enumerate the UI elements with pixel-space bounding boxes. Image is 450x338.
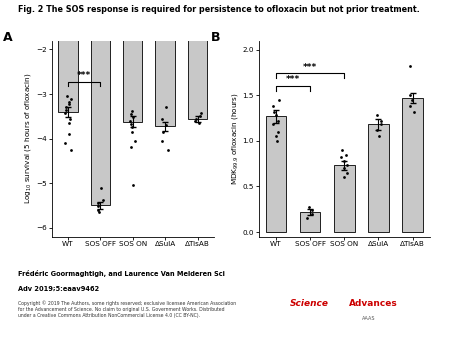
Point bbox=[128, 125, 135, 130]
Text: B: B bbox=[211, 31, 220, 44]
Point bbox=[308, 211, 315, 217]
Text: ***: *** bbox=[77, 71, 91, 80]
Text: Frédéric Goormaghtigh, and Laurence Van Melderen Sci: Frédéric Goormaghtigh, and Laurence Van … bbox=[18, 270, 225, 277]
Point bbox=[158, 116, 166, 121]
Point bbox=[406, 93, 414, 98]
Text: Advances: Advances bbox=[349, 299, 397, 308]
Point bbox=[339, 147, 346, 153]
Point bbox=[344, 170, 351, 175]
Bar bbox=[368, 124, 389, 232]
Point bbox=[62, 107, 69, 112]
Point bbox=[274, 138, 281, 144]
Point bbox=[159, 138, 166, 144]
Point bbox=[409, 97, 416, 102]
Y-axis label: MDK$_{99.9}$ ofloxacin (hours): MDK$_{99.9}$ ofloxacin (hours) bbox=[230, 92, 239, 185]
Point bbox=[66, 99, 73, 105]
Point bbox=[271, 109, 278, 114]
Point bbox=[303, 216, 310, 221]
Point bbox=[68, 147, 75, 152]
Point bbox=[127, 145, 135, 150]
Bar bbox=[123, 0, 143, 122]
Text: Adv 2019;5:eaav9462: Adv 2019;5:eaav9462 bbox=[18, 286, 99, 292]
Point bbox=[410, 109, 417, 114]
Point bbox=[275, 97, 283, 102]
Point bbox=[99, 197, 106, 203]
Text: Copyright © 2019 The Authors, some rights reserved; exclusive licensee American : Copyright © 2019 The Authors, some right… bbox=[18, 301, 236, 318]
Point bbox=[131, 138, 138, 144]
Point bbox=[308, 208, 315, 213]
Point bbox=[66, 131, 73, 137]
Point bbox=[129, 108, 136, 114]
Point bbox=[95, 210, 103, 215]
Bar bbox=[188, 0, 207, 119]
Point bbox=[407, 64, 414, 69]
Point bbox=[191, 118, 198, 123]
Point bbox=[65, 120, 72, 126]
Point bbox=[159, 129, 166, 135]
Bar bbox=[58, 0, 78, 112]
Point bbox=[67, 97, 74, 102]
Text: ***: *** bbox=[286, 75, 300, 84]
Point bbox=[269, 122, 276, 127]
Point bbox=[374, 127, 381, 132]
Point bbox=[129, 183, 136, 188]
Bar bbox=[300, 212, 320, 232]
Y-axis label: Log$_{10}$ survival (5 hours of ofloxacin): Log$_{10}$ survival (5 hours of ofloxaci… bbox=[23, 73, 33, 204]
Point bbox=[65, 101, 72, 106]
Point bbox=[62, 110, 69, 116]
Point bbox=[67, 116, 74, 121]
Bar bbox=[402, 98, 423, 232]
Point bbox=[162, 122, 170, 128]
Point bbox=[94, 207, 102, 213]
Bar bbox=[334, 166, 355, 232]
Text: ***: *** bbox=[303, 63, 317, 72]
Point bbox=[377, 118, 384, 123]
Point bbox=[274, 118, 282, 123]
Text: Science: Science bbox=[290, 299, 329, 308]
Point bbox=[195, 120, 203, 126]
Point bbox=[373, 113, 380, 118]
Point bbox=[193, 116, 200, 121]
Text: Fig. 2 The SOS response is required for persistence to ofloxacin but not prior t: Fig. 2 The SOS response is required for … bbox=[18, 5, 420, 14]
Point bbox=[127, 118, 134, 123]
Text: AAAS: AAAS bbox=[362, 316, 376, 321]
Point bbox=[341, 175, 348, 180]
Point bbox=[128, 112, 135, 117]
Point bbox=[273, 113, 280, 118]
Point bbox=[341, 158, 348, 164]
Point bbox=[274, 129, 282, 135]
Point bbox=[130, 115, 137, 120]
Point bbox=[196, 114, 203, 119]
Point bbox=[272, 134, 279, 139]
Bar bbox=[266, 116, 286, 232]
Point bbox=[197, 110, 204, 116]
Bar bbox=[90, 0, 110, 206]
Point bbox=[377, 122, 384, 127]
Point bbox=[344, 163, 351, 168]
Point bbox=[406, 103, 414, 109]
Point bbox=[164, 147, 171, 152]
Point bbox=[162, 105, 169, 110]
Point bbox=[343, 152, 350, 157]
Point bbox=[61, 140, 68, 146]
Point bbox=[62, 104, 69, 109]
Point bbox=[129, 129, 136, 135]
Point bbox=[94, 203, 102, 209]
Point bbox=[63, 94, 71, 99]
Text: A: A bbox=[3, 31, 13, 44]
Point bbox=[269, 103, 276, 109]
Point bbox=[375, 134, 382, 139]
Point bbox=[97, 186, 104, 191]
Point bbox=[306, 204, 313, 209]
Point bbox=[338, 154, 345, 160]
Point bbox=[95, 200, 102, 206]
Point bbox=[340, 166, 347, 171]
Point bbox=[128, 122, 135, 127]
Bar bbox=[155, 0, 175, 126]
